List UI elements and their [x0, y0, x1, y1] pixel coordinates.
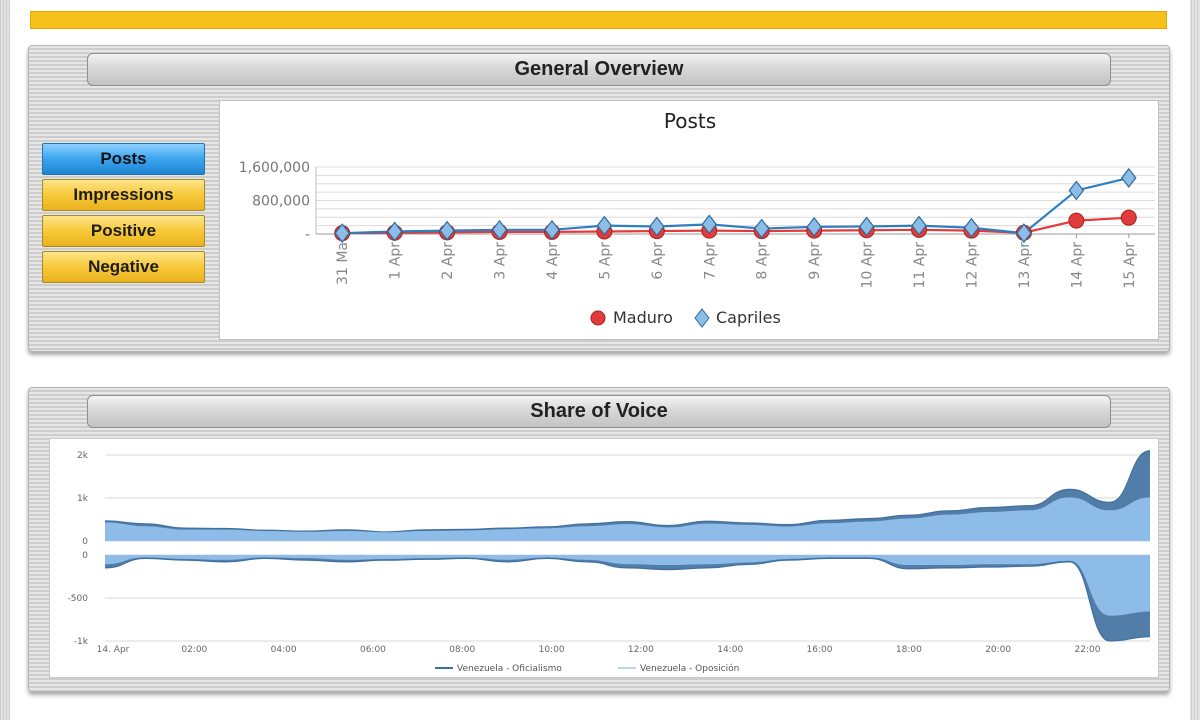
x-tick-label: 6 Apr — [650, 242, 666, 280]
page: General Overview Posts Impressions Posit… — [10, 0, 1190, 720]
data-point-capriles — [911, 215, 927, 236]
data-point-capriles — [1068, 180, 1085, 201]
area-oposicion-lower — [105, 555, 1150, 616]
x-tick-label: 04:00 — [271, 645, 297, 655]
brand-bar — [30, 11, 1167, 29]
series-line-capriles — [342, 176, 1130, 235]
x-tick-label: 20:00 — [985, 645, 1011, 655]
x-tick-label: 11 Apr — [912, 242, 928, 289]
x-tick-label: 15 Apr — [1122, 242, 1138, 289]
sov-chart-container: 2k 1k 0 0 -500 -1k 14. Apr 02:00 04:00 06:00 08:00… — [49, 438, 1159, 678]
posts-chart-container: Posts 1,600,000 800,000 - 31 Ma 1 Apr 2 Apr 3 … — [219, 100, 1159, 340]
data-point-capriles — [1121, 167, 1137, 188]
legend-label-oficialismo: Venezuela - Oficialismo — [457, 664, 562, 674]
area-oficialismo-lower — [105, 555, 1150, 641]
y-tick-label: 800,000 — [252, 194, 310, 210]
area-oficialismo-lower-edge — [104, 557, 1151, 642]
metric-tabs: Posts Impressions Positive Negative — [42, 143, 205, 287]
share-of-voice-area-chart: 2k 1k 0 0 -500 -1k 14. Apr 02:00 04:00 06:00 08:00… — [68, 450, 1151, 674]
data-point-capriles — [386, 221, 403, 242]
x-tick-label: 3 Apr — [493, 242, 509, 280]
data-point-capriles — [334, 223, 350, 244]
x-tick-label: 13 Apr — [1017, 242, 1033, 289]
tab-impressions[interactable]: Impressions — [42, 179, 205, 211]
data-point-capriles — [753, 218, 770, 239]
y-tick-label: 2k — [77, 451, 89, 461]
x-tick-label: 10 Apr — [860, 242, 876, 289]
data-point-capriles — [491, 219, 508, 240]
legend-marker-maduro — [590, 310, 606, 326]
legend-label-maduro: Maduro — [613, 308, 673, 327]
x-tick-label: 8 Apr — [755, 242, 771, 280]
x-tick-label: 14:00 — [717, 645, 743, 655]
panel-title: Share of Voice — [87, 395, 1111, 428]
data-point-capriles — [544, 219, 560, 240]
tab-posts[interactable]: Posts — [42, 143, 205, 175]
area-oficialismo-upper-edge — [104, 450, 1151, 533]
x-tick-label: 02:00 — [181, 645, 207, 655]
x-tick-label: 2 Apr — [440, 242, 456, 280]
data-point-capriles — [806, 216, 822, 237]
x-tick-label: 9 Apr — [807, 242, 823, 280]
x-tick-label: 12 Apr — [964, 242, 980, 289]
data-point-capriles — [1016, 223, 1032, 244]
data-point-capriles — [439, 220, 455, 241]
x-tick-label: 08:00 — [449, 645, 475, 655]
x-tick-label: 1 Apr — [388, 242, 404, 280]
x-tick-label: 16:00 — [807, 645, 833, 655]
x-tick-label: 31 Ma — [335, 242, 351, 285]
y-tick-label: -1k — [74, 637, 89, 647]
data-point-maduro — [1068, 212, 1085, 229]
data-point-capriles — [701, 214, 718, 235]
legend-label-capriles: Capriles — [716, 308, 781, 327]
x-tick-label: 22:00 — [1075, 645, 1101, 655]
y-tick-label: -500 — [68, 594, 89, 604]
x-tick-label: 18:00 — [896, 645, 922, 655]
x-tick-label: 06:00 — [360, 645, 386, 655]
x-tick-label: 12:00 — [628, 645, 654, 655]
y-tick-label: 0 — [82, 551, 88, 561]
y-tick-label: 0 — [82, 537, 88, 547]
data-point-capriles — [858, 216, 875, 237]
data-point-capriles — [963, 217, 980, 238]
legend-label-oposicion: Venezuela - Oposición — [640, 663, 739, 674]
area-oficialismo-upper — [105, 450, 1150, 541]
area-oposicion-upper — [105, 498, 1150, 541]
area-oposicion-upper-edge — [104, 497, 1151, 534]
series-line-maduro — [342, 216, 1129, 235]
share-of-voice-panel: Share of Voice 2k 1k 0 0 -500 -1k 14. Apr 02:00… — [28, 387, 1170, 692]
tab-positive[interactable]: Positive — [42, 215, 205, 247]
posts-line-chart: Posts 1,600,000 800,000 - 31 Ma 1 Apr 2 Apr 3 … — [239, 109, 1155, 328]
y-tick-label: 1k — [77, 494, 89, 504]
data-point-maduro — [1120, 209, 1137, 226]
data-point-capriles — [596, 215, 613, 236]
general-overview-panel: General Overview Posts Impressions Posit… — [28, 45, 1170, 352]
x-tick-label: 14 Apr — [1069, 242, 1085, 289]
chart-title: Posts — [664, 109, 716, 133]
data-point-capriles — [649, 216, 665, 237]
x-tick-label: 4 Apr — [545, 242, 561, 280]
panel-title: General Overview — [87, 53, 1111, 86]
area-oposicion-lower-edge — [104, 556, 1151, 616]
x-tick-label: 14. Apr — [97, 645, 130, 655]
legend-marker-capriles — [694, 308, 710, 328]
y-tick-label: - — [305, 227, 310, 243]
y-tick-label: 1,600,000 — [239, 160, 310, 176]
x-tick-label: 5 Apr — [597, 242, 613, 280]
x-tick-label: 10:00 — [539, 645, 565, 655]
x-tick-label: 7 Apr — [702, 242, 718, 280]
tab-negative[interactable]: Negative — [42, 251, 205, 283]
